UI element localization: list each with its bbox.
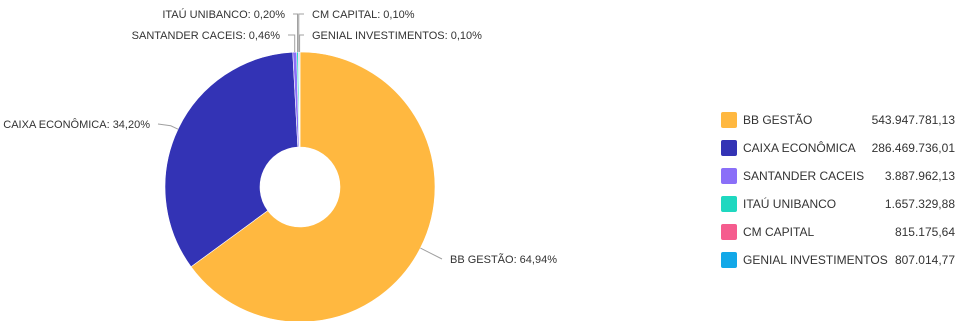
legend-item-santander-caceis[interactable]: SANTANDER CACEIS 3.887.962,13 — [721, 162, 955, 190]
slice-label-connector — [288, 34, 296, 53]
pie-slice-genial-investimentos[interactable] — [298, 51, 301, 148]
legend-swatch — [721, 112, 737, 128]
legend-value: 1.657.329,88 — [884, 197, 955, 211]
legend-item-bb-gestao[interactable]: BB GESTÃO 543.947.781,13 — [721, 106, 955, 134]
slice-label-cm-capital: CM CAPITAL: 0,10% — [312, 9, 415, 21]
legend-item-genial-investimentos[interactable]: GENIAL INVESTIMENTOS 807.014,77 — [721, 246, 955, 274]
legend-value: 815.175,64 — [894, 225, 955, 239]
slice-label-connector — [293, 13, 299, 53]
legend-swatch — [721, 224, 737, 240]
legend-swatch — [721, 252, 737, 268]
slice-label-santander-caceis: SANTANDER CACEIS: 0,46% — [132, 30, 281, 42]
slice-label-connector — [157, 123, 179, 130]
legend-item-itau-unibanco[interactable]: ITAÚ UNIBANCO 1.657.329,88 — [721, 190, 955, 218]
legend-swatch — [721, 168, 737, 184]
legend-label: CM CAPITAL — [743, 225, 815, 239]
slice-label-bb-gestao: BB GESTÃO: 64,94% — [450, 253, 557, 266]
legend-label: SANTANDER CACEIS — [743, 169, 865, 183]
slice-label-genial-investimentos: GENIAL INVESTIMENTOS: 0,10% — [312, 30, 482, 42]
legend-label: BB GESTÃO — [743, 113, 813, 127]
legend-item-caixa-economica[interactable]: CAIXA ECONÔMICA 286.469.736,01 — [721, 134, 955, 162]
chart-legend: BB GESTÃO 543.947.781,13 CAIXA ECONÔMICA… — [721, 106, 955, 274]
slice-label-connector — [420, 247, 443, 260]
slice-label-connector — [299, 34, 304, 53]
legend-value: 543.947.781,13 — [871, 113, 955, 127]
legend-item-cm-capital[interactable]: CM CAPITAL 815.175,64 — [721, 218, 955, 246]
legend-label: GENIAL INVESTIMENTOS — [743, 253, 888, 267]
legend-label: CAIXA ECONÔMICA — [743, 141, 856, 155]
pie-slice-caixa-economica[interactable] — [164, 51, 299, 268]
pie-slice-bb-gestao[interactable] — [190, 51, 436, 321]
legend-value: 3.887.962,13 — [884, 169, 955, 183]
legend-value: 807.014,77 — [894, 253, 955, 267]
legend-label: ITAÚ UNIBANCO — [743, 197, 837, 211]
legend-swatch — [721, 196, 737, 212]
slice-label-connector — [298, 13, 304, 53]
slice-label-caixa-economica: CAIXA ECONÔMICA: 34,20% — [3, 118, 150, 131]
slice-label-itau-unibanco: ITAÚ UNIBANCO: 0,20% — [162, 8, 285, 21]
legend-swatch — [721, 140, 737, 156]
legend-value: 286.469.736,01 — [871, 141, 955, 155]
